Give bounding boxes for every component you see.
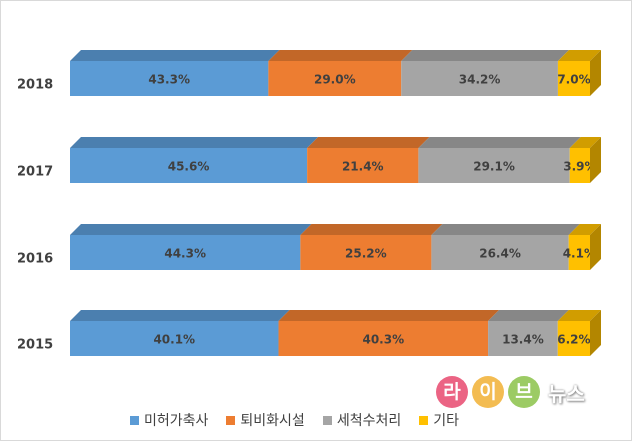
- bar-segment-2017-3: [569, 137, 601, 183]
- bar-segment-2015-0: [70, 310, 290, 356]
- bar-front-face: [418, 148, 570, 183]
- data-label-2017-0: 45.6%: [168, 160, 210, 174]
- data-label-2015-1: 40.3%: [362, 333, 404, 347]
- bar-top-face: [300, 224, 443, 235]
- bar-side-face-2016: [590, 224, 601, 270]
- data-label-2017-2: 29.1%: [473, 160, 515, 174]
- bar-front-face: [307, 148, 419, 183]
- bar-front-face: [278, 321, 489, 356]
- data-label-2018-2: 34.2%: [459, 73, 501, 87]
- legend-label: 기타: [433, 413, 459, 429]
- bar-segment-2018-2: [401, 50, 569, 96]
- bar-segment-2016-3: [568, 224, 601, 270]
- bar-top-face: [70, 224, 312, 235]
- data-label-2018-3: 7.0%: [557, 73, 590, 87]
- bar-front-face: [557, 61, 590, 96]
- bar-segment-2015-2: [488, 310, 569, 356]
- data-label-2016-2: 26.4%: [479, 247, 521, 261]
- bar-top-face: [278, 310, 500, 321]
- bar-top-face: [557, 50, 601, 61]
- bar-top-face: [568, 224, 601, 235]
- watermark-suffix: 뉴스: [548, 382, 585, 406]
- bar-front-face: [70, 235, 301, 270]
- bar-top-face: [431, 224, 580, 235]
- bar-top-face: [569, 137, 601, 148]
- bar-top-face: [70, 310, 290, 321]
- data-label-2018-1: 29.0%: [314, 73, 356, 87]
- bar-side-face-2015: [590, 310, 601, 356]
- bar-front-face: [557, 321, 590, 356]
- bar-segment-2015-1: [278, 310, 500, 356]
- data-label-2018-0: 43.3%: [148, 73, 190, 87]
- year-label-2015: 2015: [17, 338, 53, 353]
- bar-top-face: [70, 50, 280, 61]
- bar-top-face: [557, 310, 601, 321]
- data-label-2015-2: 13.4%: [502, 333, 544, 347]
- data-label-2016-0: 44.3%: [164, 247, 206, 261]
- bar-segment-2015-3: [557, 310, 601, 356]
- legend-label: 퇴비화시설: [240, 413, 305, 429]
- watermark-char-3: 브: [508, 376, 540, 408]
- watermark-char-2: 이: [472, 376, 504, 408]
- legend-label: 미허가축사: [144, 413, 209, 429]
- data-label-2015-0: 40.1%: [153, 333, 195, 347]
- legend: 미허가축사 퇴비화시설 세척수처리 기타: [130, 410, 459, 430]
- watermark-logo: 라 이 브 뉴스: [436, 376, 606, 410]
- legend-swatch: [419, 415, 429, 425]
- bar-top-face: [488, 310, 569, 321]
- legend-swatch: [130, 415, 139, 425]
- year-label-2016: 2016: [17, 252, 53, 267]
- bar-front-face: [488, 321, 558, 356]
- legend-item-1: 퇴비화시설: [226, 410, 305, 430]
- bar-segment-2016-2: [431, 224, 580, 270]
- bar-segment-2018-0: [70, 50, 280, 96]
- bar-segment-2018-3: [557, 50, 601, 96]
- watermark-char-1: 라: [436, 376, 468, 408]
- legend-label: 세척수처리: [336, 413, 402, 429]
- bar-segment-2016-1: [300, 224, 443, 270]
- bar-segment-2017-0: [70, 137, 319, 183]
- bar-segment-2018-1: [268, 50, 413, 96]
- bar-front-face: [568, 235, 590, 270]
- legend-item-2: 세척수처리: [322, 410, 402, 430]
- bar-top-face: [401, 50, 569, 61]
- year-label-2018: 2018: [17, 78, 53, 93]
- bar-top-face: [307, 137, 430, 148]
- data-label-2017-1: 21.4%: [342, 160, 384, 174]
- bar-front-face: [569, 148, 590, 183]
- bar-front-face: [431, 235, 569, 270]
- bar-segment-2017-2: [418, 137, 581, 183]
- bar-side-face-2017: [590, 137, 601, 183]
- data-label-2015-3: 6.2%: [557, 333, 590, 347]
- bar-front-face: [70, 321, 279, 356]
- data-label-2016-3: 4.1%: [563, 247, 596, 261]
- bar-segment-2016-0: [70, 224, 312, 270]
- bar-top-face: [70, 137, 319, 148]
- legend-swatch: [322, 415, 332, 425]
- legend-item-0: 미허가축사: [130, 410, 208, 430]
- bar-front-face: [70, 148, 308, 183]
- legend-item-3: 기타: [419, 410, 459, 430]
- bar-front-face: [300, 235, 432, 270]
- bar-segment-2017-1: [307, 137, 430, 183]
- bar-side-face-2018: [590, 50, 601, 96]
- data-label-2016-1: 25.2%: [345, 247, 387, 261]
- bar-front-face: [268, 61, 402, 96]
- year-label-2017: 2017: [17, 165, 53, 180]
- bar-front-face: [70, 61, 269, 96]
- bar-top-face: [268, 50, 413, 61]
- bar-front-face: [401, 61, 558, 96]
- bar-top-face: [418, 137, 581, 148]
- legend-swatch: [226, 415, 236, 425]
- data-label-2017-3: 3.9%: [563, 160, 596, 174]
